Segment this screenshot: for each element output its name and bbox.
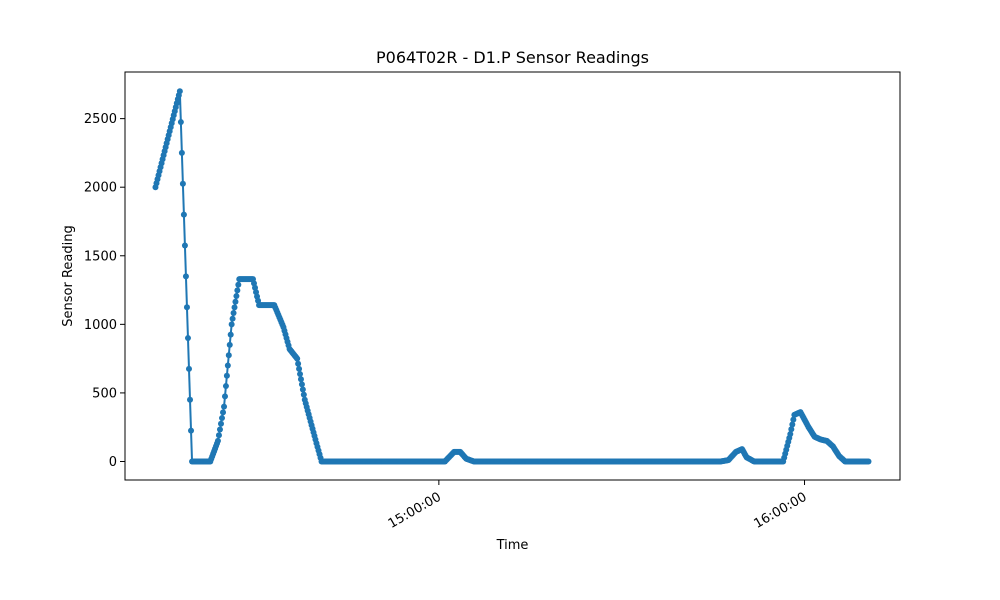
- data-point: [790, 416, 797, 423]
- y-axis: 0 500 1000 1500 2000 2500: [84, 112, 125, 470]
- data-point: [217, 420, 224, 427]
- data-point: [231, 304, 238, 311]
- data-point: [865, 458, 872, 465]
- data-point: [228, 321, 235, 328]
- data-point: [221, 393, 228, 400]
- data-point: [297, 376, 304, 383]
- data-point: [215, 432, 222, 439]
- data-point: [789, 421, 796, 428]
- data-point: [183, 304, 190, 311]
- data-point: [178, 149, 185, 156]
- data-point: [177, 119, 184, 126]
- data-point: [294, 355, 301, 362]
- data-point: [233, 293, 240, 300]
- series-layer: [152, 88, 872, 465]
- data-point: [222, 383, 229, 390]
- y-tick-label: 1000: [84, 318, 117, 333]
- data-point: [225, 352, 232, 359]
- data-point: [187, 396, 194, 403]
- y-tick-label: 2000: [84, 181, 117, 196]
- data-point: [221, 403, 228, 410]
- data-point: [232, 298, 239, 305]
- data-point: [223, 372, 230, 379]
- y-tick-label: 500: [92, 386, 117, 401]
- data-point: [181, 242, 188, 249]
- y-tick-label: 2500: [84, 112, 117, 127]
- data-point: [226, 341, 233, 348]
- data-point: [295, 360, 302, 367]
- data-point: [224, 362, 231, 369]
- data-point: [227, 331, 234, 338]
- data-point: [298, 381, 305, 388]
- data-point: [230, 310, 237, 317]
- data-point: [234, 287, 241, 294]
- data-point: [216, 426, 223, 433]
- x-tick-label: 15:00:00: [386, 490, 444, 532]
- data-point: [182, 273, 189, 280]
- x-axis: 15:00:00 16:00:00: [386, 480, 810, 532]
- data-point: [188, 427, 195, 434]
- data-point: [179, 180, 186, 187]
- data-point: [788, 426, 795, 433]
- data-point: [296, 365, 303, 372]
- chart-title: P064T02R - D1.P Sensor Readings: [376, 48, 649, 67]
- data-point: [297, 371, 304, 378]
- data-point: [787, 431, 794, 438]
- data-point: [235, 281, 242, 288]
- data-point: [299, 386, 306, 393]
- data-point: [180, 211, 187, 218]
- series-line: [154, 90, 869, 463]
- data-point: [184, 335, 191, 342]
- data-point: [220, 409, 227, 416]
- data-point: [219, 415, 225, 422]
- data-point: [185, 365, 192, 372]
- x-tick-label: 16:00:00: [751, 490, 809, 532]
- data-point: [229, 315, 236, 322]
- y-axis-title: Sensor Reading: [61, 225, 76, 326]
- x-axis-title: Time: [496, 538, 529, 553]
- data-point: [300, 391, 307, 398]
- y-tick-label: 0: [109, 455, 117, 470]
- data-point: [176, 88, 183, 95]
- y-tick-label: 1500: [84, 249, 117, 264]
- plot-area-frame: [124, 71, 901, 481]
- data-point: [214, 437, 221, 444]
